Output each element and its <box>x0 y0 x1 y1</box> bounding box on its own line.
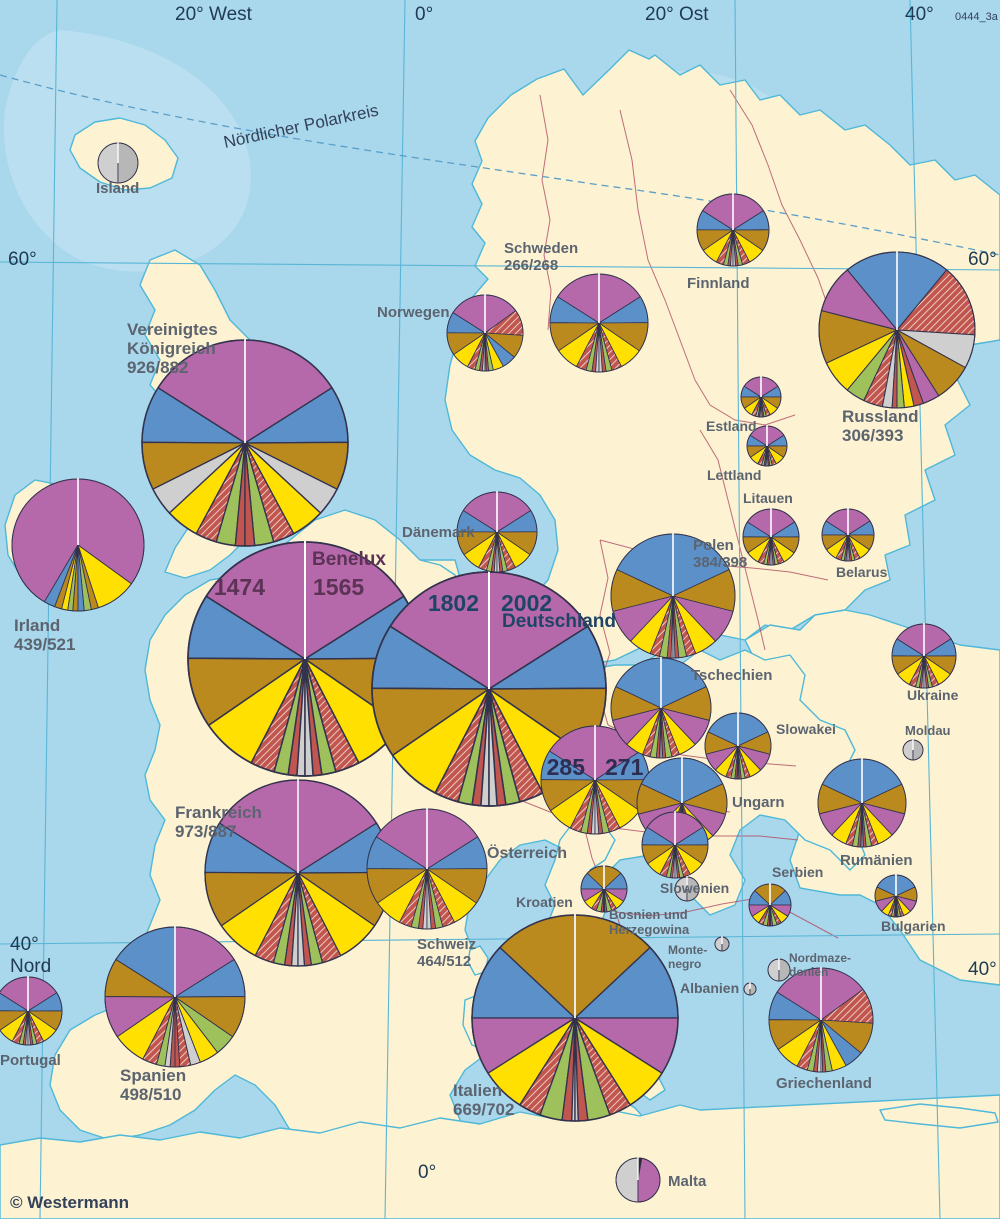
svg-text:Nord: Nord <box>10 956 51 977</box>
svg-text:Lettland: Lettland <box>707 467 761 483</box>
svg-text:Serbien: Serbien <box>772 864 823 880</box>
svg-text:40°: 40° <box>905 4 934 25</box>
svg-text:Finnland: Finnland <box>687 275 750 292</box>
svg-text:60°: 60° <box>968 249 997 270</box>
svg-text:© Westermann: © Westermann <box>10 1193 129 1212</box>
svg-text:1802: 1802 <box>428 590 479 616</box>
svg-text:1474: 1474 <box>214 574 265 600</box>
svg-text:0444_3a: 0444_3a <box>955 11 999 23</box>
svg-text:Österreich: Österreich <box>487 843 567 862</box>
svg-text:60°: 60° <box>8 249 37 270</box>
svg-text:Rumänien: Rumänien <box>840 852 913 869</box>
svg-text:Slowakei: Slowakei <box>776 721 836 737</box>
svg-text:Slowenien: Slowenien <box>660 880 729 896</box>
svg-text:271: 271 <box>605 754 644 780</box>
svg-text:Benelux: Benelux <box>312 549 386 570</box>
svg-text:Albanien: Albanien <box>680 980 739 996</box>
svg-text:Belarus: Belarus <box>836 564 888 580</box>
svg-text:Dänemark: Dänemark <box>402 524 475 541</box>
svg-text:Bulgarien: Bulgarien <box>881 918 946 934</box>
svg-text:40°: 40° <box>968 959 997 980</box>
svg-text:Moldau: Moldau <box>905 723 951 738</box>
svg-text:Ungarn: Ungarn <box>732 794 785 811</box>
svg-text:Ukraine: Ukraine <box>907 687 959 703</box>
svg-text:Litauen: Litauen <box>743 490 793 506</box>
svg-text:Tschechien: Tschechien <box>691 667 772 684</box>
svg-text:20° West: 20° West <box>175 4 253 25</box>
svg-text:2002: 2002 <box>501 590 552 616</box>
svg-text:Island: Island <box>96 180 139 197</box>
svg-text:0°: 0° <box>415 4 433 25</box>
svg-text:20° Ost: 20° Ost <box>645 4 709 25</box>
svg-text:Norwegen: Norwegen <box>377 304 450 321</box>
svg-text:40°: 40° <box>10 934 39 955</box>
svg-text:Estland: Estland <box>706 418 757 434</box>
svg-text:285: 285 <box>547 754 586 780</box>
svg-text:0°: 0° <box>418 1162 436 1183</box>
svg-text:Portugal: Portugal <box>0 1052 61 1069</box>
svg-text:Malta: Malta <box>668 1173 707 1190</box>
svg-text:1565: 1565 <box>313 574 364 600</box>
svg-text:Kroatien: Kroatien <box>516 894 573 910</box>
svg-text:Griechenland: Griechenland <box>776 1075 872 1092</box>
